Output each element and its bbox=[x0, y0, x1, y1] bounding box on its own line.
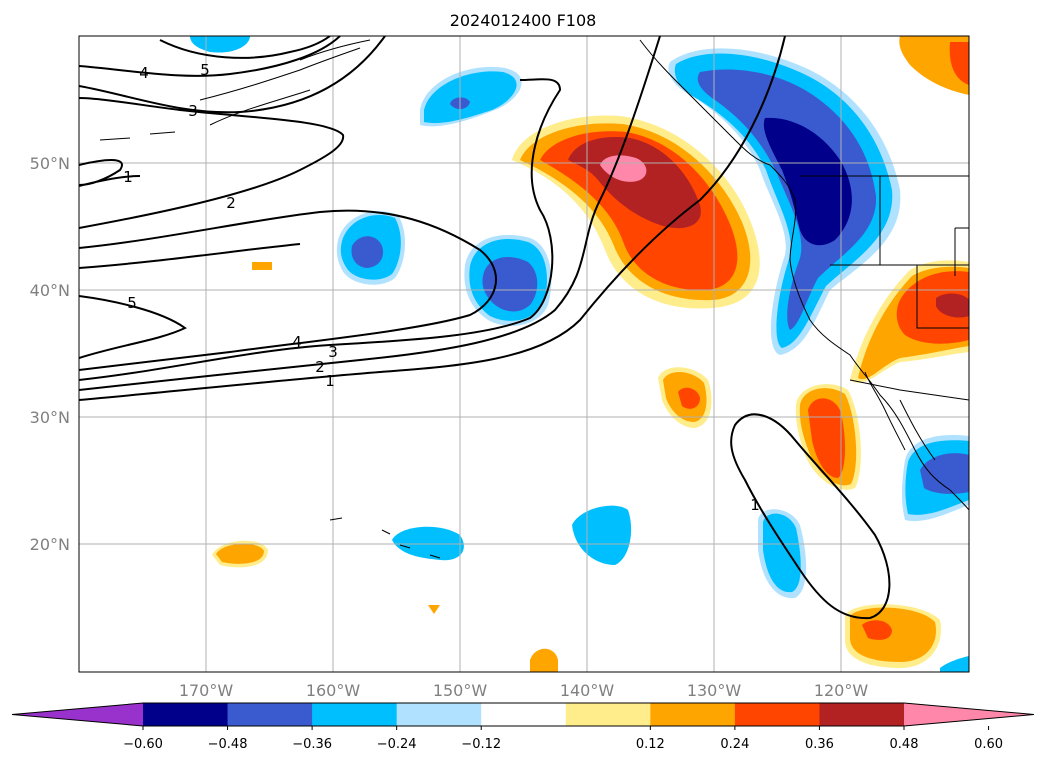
positive-anomaly-small-6 bbox=[428, 605, 440, 614]
negative-anomaly-mexico-3 bbox=[920, 453, 969, 494]
colorbar-bin bbox=[650, 703, 736, 726]
positive-anomaly-topright-2 bbox=[949, 42, 969, 85]
colorbar-bin bbox=[565, 703, 651, 726]
colorbar-bin bbox=[396, 703, 482, 726]
colorbar: −0.60 −0.48 −0.36 −0.24 −0.12 0.12 0.24 0.36 0.4… bbox=[11, 702, 1035, 752]
contour-label: 3 bbox=[188, 102, 198, 120]
border-us-mexico bbox=[849, 379, 969, 401]
contour-lines bbox=[79, 36, 891, 620]
contour-label: 2 bbox=[226, 194, 236, 212]
colorbar-tick-label: 0.60 bbox=[974, 737, 1003, 752]
contour-line-2 bbox=[79, 97, 345, 229]
border-states bbox=[830, 176, 969, 329]
colorbar-extend-high bbox=[904, 703, 1034, 726]
map-title: 2024012400 F108 bbox=[450, 11, 597, 30]
positive-anomaly-main-4 bbox=[568, 136, 701, 229]
colorbar-tick-label: −0.12 bbox=[461, 737, 501, 752]
coastline-baja bbox=[864, 371, 906, 451]
contour-label: 1 bbox=[750, 496, 760, 514]
colorbar-tick-label: 0.36 bbox=[805, 737, 834, 752]
contour-labels: 4 5 3 1 2 5 4 3 2 1 1 bbox=[123, 61, 760, 514]
map-area: 4 5 3 1 2 5 4 3 2 1 1 bbox=[79, 36, 969, 672]
contour-label: 3 bbox=[328, 343, 338, 361]
contour-label: 5 bbox=[200, 61, 210, 79]
negative-anomaly-small-2b bbox=[763, 513, 801, 593]
positive-anomaly-sw-3 bbox=[896, 271, 969, 344]
lon-label: 150°W bbox=[433, 681, 488, 700]
positive-anomaly-sw-4 bbox=[936, 293, 969, 318]
positive-anomaly-small-3c bbox=[862, 620, 892, 640]
colorbar-tick-label: −0.24 bbox=[377, 737, 417, 752]
contour-line-5-north bbox=[159, 36, 331, 59]
contour-label: 2 bbox=[315, 358, 325, 376]
positive-anomaly-baja-3 bbox=[808, 398, 845, 478]
contour-label: 1 bbox=[123, 168, 133, 186]
negative-anomaly-small-1 bbox=[572, 505, 632, 565]
coastline-west-coast bbox=[769, 164, 969, 511]
negative-anomaly-north-2 bbox=[424, 71, 517, 124]
contour-label: 1 bbox=[325, 372, 335, 390]
map-frame bbox=[78, 35, 970, 673]
coastline-islands bbox=[99, 131, 441, 559]
colorbar-tick-label: −0.36 bbox=[292, 737, 332, 752]
positive-anomaly-small-5 bbox=[252, 262, 272, 270]
negative-anomaly-topleft bbox=[190, 36, 250, 53]
coastlines bbox=[99, 39, 969, 559]
lon-label: 160°W bbox=[306, 681, 361, 700]
colorbar-tick-label: 0.24 bbox=[720, 737, 749, 752]
contour-line-1-closed bbox=[730, 413, 891, 620]
contour-line-inner bbox=[79, 209, 497, 371]
negative-anomaly-west-3 bbox=[351, 236, 384, 268]
contour-line-closed-1 bbox=[79, 159, 141, 187]
positive-anomaly-small-3b bbox=[850, 607, 937, 662]
colorbar-tick-label: −0.48 bbox=[208, 737, 248, 752]
lon-label: 140°W bbox=[560, 681, 615, 700]
colorbar-tick-label: −0.60 bbox=[123, 737, 163, 752]
lat-label: 50°N bbox=[30, 154, 70, 173]
contour-label: 4 bbox=[292, 333, 302, 351]
lat-label: 20°N bbox=[30, 535, 70, 554]
positive-anomaly-small-4 bbox=[530, 648, 558, 672]
contour-line-3-south bbox=[79, 78, 562, 381]
lon-label: 170°W bbox=[179, 681, 234, 700]
colorbar-bin bbox=[734, 703, 820, 726]
colorbar-bin bbox=[227, 703, 313, 726]
contour-label: 4 bbox=[139, 64, 149, 82]
colorbar-bin bbox=[143, 703, 229, 726]
colorbar-extend-low bbox=[12, 703, 143, 726]
lat-label: 40°N bbox=[30, 281, 70, 300]
lat-label: 30°N bbox=[30, 408, 70, 427]
shaded-anomalies bbox=[190, 36, 969, 672]
negative-anomaly-coast-4 bbox=[763, 117, 852, 246]
colorbar-tick-label: 0.48 bbox=[890, 737, 919, 752]
colorbar-bin bbox=[481, 703, 567, 726]
contour-label: 5 bbox=[127, 294, 137, 312]
lat-axis-labels: 50°N 40°N 30°N 20°N bbox=[30, 154, 70, 554]
contour-line-3-north bbox=[79, 36, 386, 114]
negative-anomaly-small-3 bbox=[940, 656, 969, 672]
positive-anomaly-small-2b bbox=[216, 543, 264, 564]
negative-anomaly-center-3 bbox=[482, 256, 538, 312]
lon-axis-labels: 170°W 160°W 150°W 140°W 130°W 120°W bbox=[179, 681, 869, 700]
gridlines bbox=[79, 36, 969, 672]
coastline-alaska bbox=[199, 39, 771, 166]
colorbar-bin bbox=[312, 703, 398, 726]
colorbar-tick-label: 0.12 bbox=[636, 737, 665, 752]
colorbar-bin bbox=[819, 703, 905, 726]
lon-label: 120°W bbox=[814, 681, 869, 700]
coastline-gulf bbox=[899, 399, 936, 461]
positive-anomaly-small-1c bbox=[678, 387, 700, 409]
contour-line-2-south bbox=[79, 36, 661, 391]
contour-line-4-north bbox=[79, 36, 341, 77]
lon-label: 130°W bbox=[687, 681, 742, 700]
contour-line-1-south bbox=[79, 36, 786, 401]
contour-line-5-west bbox=[79, 295, 187, 359]
